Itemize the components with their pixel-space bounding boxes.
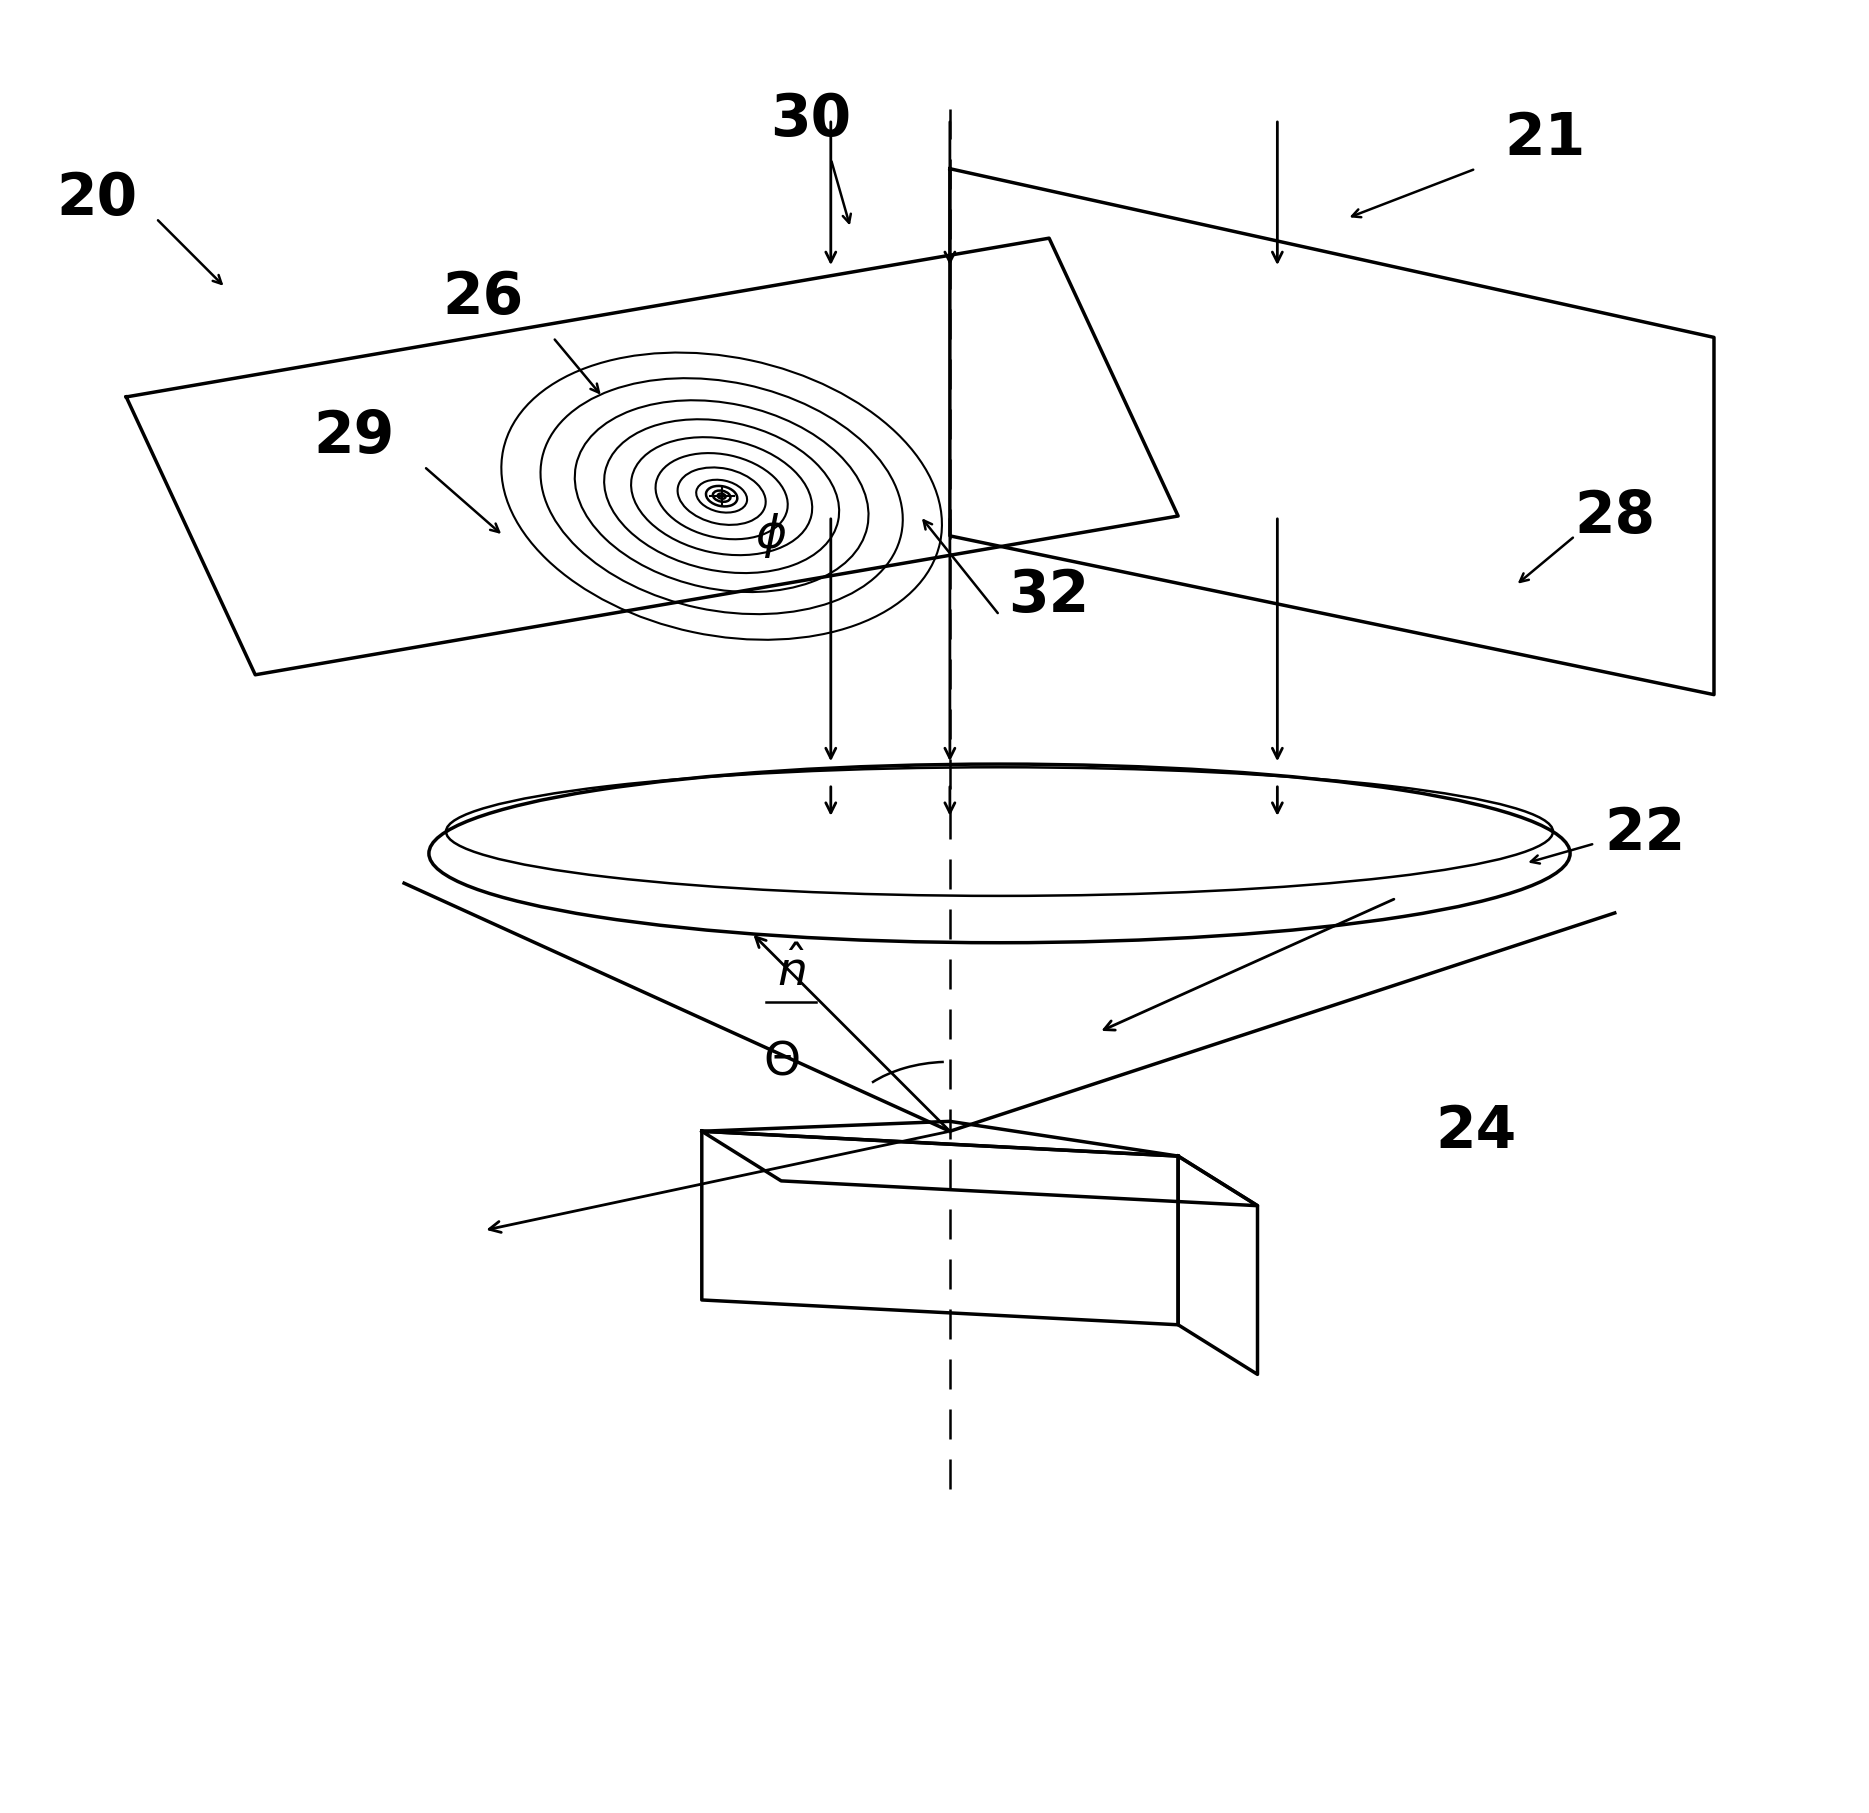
Text: 30: 30	[770, 91, 852, 147]
Text: 28: 28	[1574, 488, 1656, 544]
Text: 21: 21	[1505, 111, 1587, 167]
Text: 26: 26	[443, 268, 523, 326]
Text: 22: 22	[1604, 805, 1686, 861]
Text: 24: 24	[1435, 1102, 1516, 1160]
Text: $\hat{n}$: $\hat{n}$	[778, 948, 806, 995]
Text: $\phi$: $\phi$	[755, 511, 787, 560]
Text: 32: 32	[1009, 567, 1090, 624]
Text: $\Theta$: $\Theta$	[763, 1039, 800, 1084]
Text: 20: 20	[56, 170, 136, 227]
Text: 29: 29	[314, 408, 394, 466]
